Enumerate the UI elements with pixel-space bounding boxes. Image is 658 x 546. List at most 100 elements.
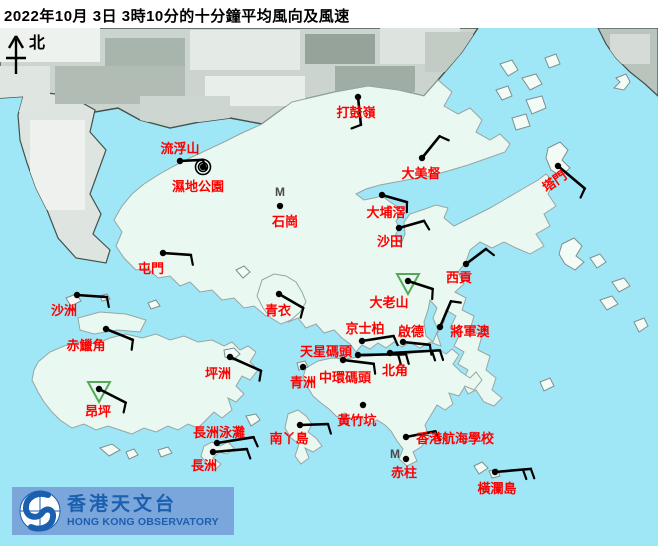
wind-barb bbox=[406, 279, 435, 291]
hko-logo-banner: 香港天文台 HONG KONG OBSERVATORY bbox=[12, 487, 234, 535]
station-dot bbox=[226, 353, 234, 361]
station-central-pier: 中環碼頭 bbox=[319, 356, 377, 385]
station-dot bbox=[399, 338, 407, 346]
station-dot bbox=[354, 93, 362, 101]
station-sha-tin: 沙田 bbox=[377, 219, 431, 249]
wind-barb-feather bbox=[130, 338, 134, 351]
satellite-area bbox=[0, 27, 658, 264]
wind-barb-feather bbox=[122, 401, 127, 414]
station-label: 屯門 bbox=[138, 261, 164, 276]
station-dot bbox=[418, 154, 426, 162]
station-dot bbox=[73, 291, 81, 299]
ma-wan-island bbox=[235, 265, 251, 279]
wind-barb-feather bbox=[245, 447, 252, 460]
north-label: 北 bbox=[29, 34, 45, 52]
station-dot bbox=[359, 401, 367, 409]
station-label: 大美督 bbox=[401, 166, 440, 181]
station-dot bbox=[358, 337, 366, 345]
basalt-island bbox=[611, 277, 631, 293]
wind-barb bbox=[438, 299, 453, 329]
station-star-ferry: 天星碼頭 bbox=[300, 344, 410, 366]
north-arrow bbox=[6, 35, 26, 74]
wind-barb bbox=[397, 219, 426, 230]
station-peng-chau: 坪洲 bbox=[205, 353, 263, 382]
station-tai-mei-tuk: 大美督 bbox=[401, 134, 450, 181]
hko-name-english: HONG KONG OBSERVATORY bbox=[67, 515, 219, 528]
soko-islands bbox=[99, 443, 121, 457]
wind-barb bbox=[97, 387, 128, 404]
lantau-island bbox=[31, 333, 259, 435]
station-dot bbox=[213, 439, 221, 447]
station-sha-chau: 沙洲 bbox=[51, 291, 110, 318]
station-dot bbox=[395, 224, 403, 232]
station-tai-po-kau: 大埔滘 bbox=[366, 191, 409, 220]
station-dot bbox=[296, 421, 304, 429]
station-label: 中環碼頭 bbox=[319, 370, 372, 385]
wind-barb-feather bbox=[434, 430, 441, 442]
wind-barb-feather bbox=[449, 300, 462, 304]
shelter-island bbox=[589, 253, 607, 269]
station-lamma-island: 南丫島 bbox=[269, 421, 332, 446]
station-tates-cairn: 大老山 bbox=[369, 273, 435, 310]
station-tuen-mun: 屯門 bbox=[138, 249, 194, 276]
station-label: 青衣 bbox=[265, 303, 291, 318]
station-dot bbox=[378, 191, 386, 199]
wind-barb bbox=[360, 334, 395, 343]
wind-barb bbox=[298, 422, 330, 427]
station-dot bbox=[95, 385, 103, 393]
wind-barb bbox=[211, 447, 249, 454]
tsing-yi-island bbox=[256, 273, 307, 325]
station-label: 赤柱 bbox=[391, 465, 417, 480]
wind-barb-feather bbox=[438, 349, 445, 361]
station-dot bbox=[102, 325, 110, 333]
double-haven-islands-5 bbox=[511, 113, 531, 131]
po-toi-island bbox=[473, 461, 489, 475]
wind-barb-feather bbox=[105, 295, 110, 309]
station-label: 天星碼頭 bbox=[300, 344, 353, 359]
station-dot bbox=[386, 349, 394, 357]
double-haven-islands-1 bbox=[499, 59, 519, 77]
station-label: 赤鱲角 bbox=[66, 338, 105, 353]
station-label: 南丫島 bbox=[269, 431, 308, 446]
station-chek-lap-kok: 赤鱲角 bbox=[66, 325, 135, 353]
station-label: 昂坪 bbox=[85, 404, 111, 419]
wind-barb-feather bbox=[521, 468, 528, 481]
station-tsing-yi: 青衣 bbox=[265, 290, 305, 319]
station-label: 西貢 bbox=[446, 270, 472, 285]
station-label: 長洲 bbox=[191, 458, 217, 473]
wind-barb bbox=[556, 164, 587, 190]
station-dot bbox=[402, 433, 410, 441]
station-label: 京士柏 bbox=[345, 321, 384, 336]
wind-barb-feather bbox=[299, 306, 305, 319]
wind-barb bbox=[341, 358, 376, 366]
hko-logo-text: 香港天文台 HONG KONG OBSERVATORY bbox=[67, 495, 219, 528]
station-label: 大老山 bbox=[369, 295, 408, 310]
wind-barb-feather bbox=[431, 287, 434, 301]
soko-islands-2 bbox=[125, 448, 139, 460]
wind-barb bbox=[215, 435, 255, 445]
double-haven-islands-4 bbox=[525, 95, 547, 115]
station-kings-park: 京士柏 bbox=[345, 321, 399, 347]
station-dot bbox=[402, 455, 410, 463]
station-label: 橫瀾島 bbox=[477, 481, 516, 496]
wind-barb-feather bbox=[484, 247, 495, 257]
wind-barb-feather bbox=[350, 123, 363, 130]
station-tseung-kwan-o: 將軍澳 bbox=[436, 299, 490, 339]
station-label: 大埔滘 bbox=[366, 205, 405, 220]
station-stanley: M 赤柱 bbox=[390, 447, 417, 480]
hong-kong-land bbox=[31, 53, 649, 479]
wind-barb-feather bbox=[396, 353, 402, 366]
station-dot bbox=[176, 157, 184, 165]
hko-logo-icon bbox=[19, 490, 61, 532]
wind-barb-feather bbox=[392, 334, 399, 347]
station-shek-kong: M 石崗 bbox=[271, 185, 298, 229]
station-dot bbox=[199, 163, 207, 171]
shek-kwu-chau bbox=[157, 446, 173, 458]
wind-barb-feather bbox=[430, 349, 437, 362]
station-dot bbox=[404, 277, 412, 285]
wind-barb-feather bbox=[404, 353, 410, 365]
junk-bay-inlet bbox=[423, 298, 439, 343]
title-bar: 2022年10月 3日 3時10分的十分鐘平均風向及風速 bbox=[0, 0, 658, 28]
